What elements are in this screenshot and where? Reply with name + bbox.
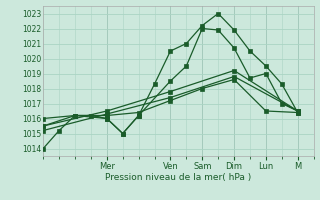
X-axis label: Pression niveau de la mer( hPa ): Pression niveau de la mer( hPa ) — [105, 173, 252, 182]
